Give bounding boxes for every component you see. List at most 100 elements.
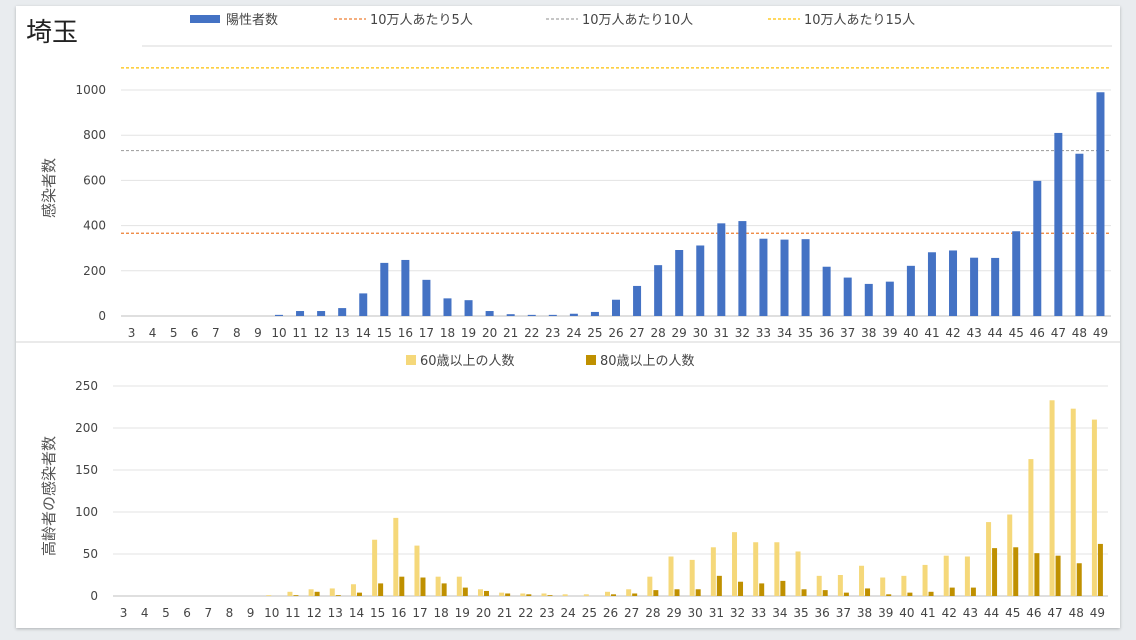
x-tick-label-upper: 44 [988,326,1003,340]
x-tick-label-upper: 4 [149,326,157,340]
bar-positive [359,293,368,316]
bar-age-60-plus [541,593,547,596]
x-tick-label-upper: 20 [482,326,497,340]
x-tick-label-lower: 31 [709,606,724,620]
legend-swatch-bar [586,355,596,365]
x-tick-label-upper: 10 [271,326,286,340]
y-tick-label-lower: 50 [83,547,98,561]
bar-positive [1096,92,1105,316]
x-tick-label-upper: 40 [903,326,918,340]
bar-age-80-plus [441,583,447,596]
y-tick-label-upper: 0 [98,309,106,323]
bar-age-80-plus [314,591,320,596]
x-tick-label-upper: 31 [714,326,729,340]
y-axis-title-lower: 高齢者の感染者数 [40,436,58,556]
x-tick-label-upper: 21 [503,326,518,340]
bar-age-60-plus [583,594,589,596]
bar-age-60-plus [859,565,865,596]
chart-panel: 埼玉 0 200 400 600 800 1000 3 4 5 6 7 8 9 10 11 12 13 14 15 1… [16,6,1120,628]
x-tick-label-upper: 9 [254,326,262,340]
y-tick-label-upper: 800 [83,128,106,142]
x-tick-label-lower: 5 [162,606,170,620]
bar-age-80-plus [399,576,405,596]
bar-age-60-plus [350,584,356,596]
bar-age-60-plus [1091,419,1097,596]
x-tick-label-upper: 25 [587,326,602,340]
x-tick-label-lower: 21 [497,606,512,620]
x-tick-label-upper: 42 [945,326,960,340]
bar-age-60-plus [605,591,610,596]
x-tick-label-lower: 30 [688,606,703,620]
bar-age-60-plus [689,559,695,596]
x-tick-label-upper: 14 [356,326,371,340]
bar-positive [696,245,705,316]
x-tick-label-upper: 49 [1093,326,1108,340]
x-tick-label-lower: 39 [878,606,893,620]
x-tick-label-upper: 30 [693,326,708,340]
x-tick-label-lower: 9 [247,606,255,620]
x-tick-label-upper: 19 [461,326,476,340]
bar-positive [675,250,684,316]
bar-positive [970,257,979,316]
bar-age-60-plus [287,591,293,596]
bar-age-80-plus [822,590,828,596]
bar-age-80-plus [1097,543,1103,596]
x-tick-label-upper: 41 [924,326,939,340]
bar-age-80-plus [949,587,955,596]
legend-label: 80歳以上の人数 [600,354,695,369]
bar-positive [569,313,578,316]
bar-age-60-plus [393,517,399,596]
x-tick-label-lower: 8 [226,606,234,620]
x-tick-label-upper: 26 [608,326,623,340]
x-tick-label-lower: 33 [751,606,766,620]
y-tick-label-upper: 400 [83,219,106,233]
x-tick-label-upper: 38 [861,326,876,340]
x-tick-label-lower: 28 [645,606,660,620]
x-tick-label-upper: 29 [672,326,687,340]
x-tick-label-lower: 43 [963,606,978,620]
bar-age-80-plus [420,577,426,596]
x-tick-label-lower: 12 [306,606,321,620]
x-tick-label-upper: 8 [233,326,241,340]
x-tick-label-upper: 13 [335,326,350,340]
bar-positive [780,239,789,316]
x-tick-label-upper: 27 [629,326,644,340]
x-tick-label-upper: 15 [377,326,392,340]
bar-age-80-plus [674,589,680,596]
bar-age-60-plus [414,545,420,596]
x-tick-label-lower: 15 [370,606,385,620]
bar-age-60-plus [435,576,441,596]
x-tick-label-lower: 10 [264,606,279,620]
bar-age-80-plus [505,593,511,596]
y-tick-label-lower: 200 [75,421,98,435]
bar-age-60-plus [329,588,335,596]
bar-positive [485,311,494,316]
bar-age-60-plus [774,542,780,596]
bar-age-80-plus [907,592,913,596]
x-tick-label-upper: 48 [1072,326,1087,340]
bar-positive [1075,153,1084,316]
bar-age-60-plus [626,589,632,596]
bar-age-60-plus [901,575,907,596]
x-tick-label-lower: 18 [433,606,448,620]
x-tick-label-lower: 11 [285,606,300,620]
bar-age-80-plus [335,595,341,596]
bar-age-80-plus [547,595,553,596]
x-tick-label-upper: 22 [524,326,539,340]
x-tick-label-lower: 16 [391,606,406,620]
x-tick-label-upper: 43 [966,326,981,340]
x-tick-label-upper: 37 [840,326,855,340]
bar-positive [296,311,305,316]
y-axis-title-upper: 感染者数 [40,158,58,218]
bar-age-60-plus [477,589,483,596]
y-tick-label-lower: 150 [75,463,98,477]
bar-age-80-plus [462,587,468,596]
bar-age-80-plus [1055,555,1061,596]
x-tick-label-upper: 34 [777,326,792,340]
bar-positive [885,281,894,316]
bar-age-60-plus [710,547,716,596]
bar-age-80-plus [865,588,871,596]
bar-age-60-plus [1049,400,1055,596]
bar-positive [506,314,515,316]
